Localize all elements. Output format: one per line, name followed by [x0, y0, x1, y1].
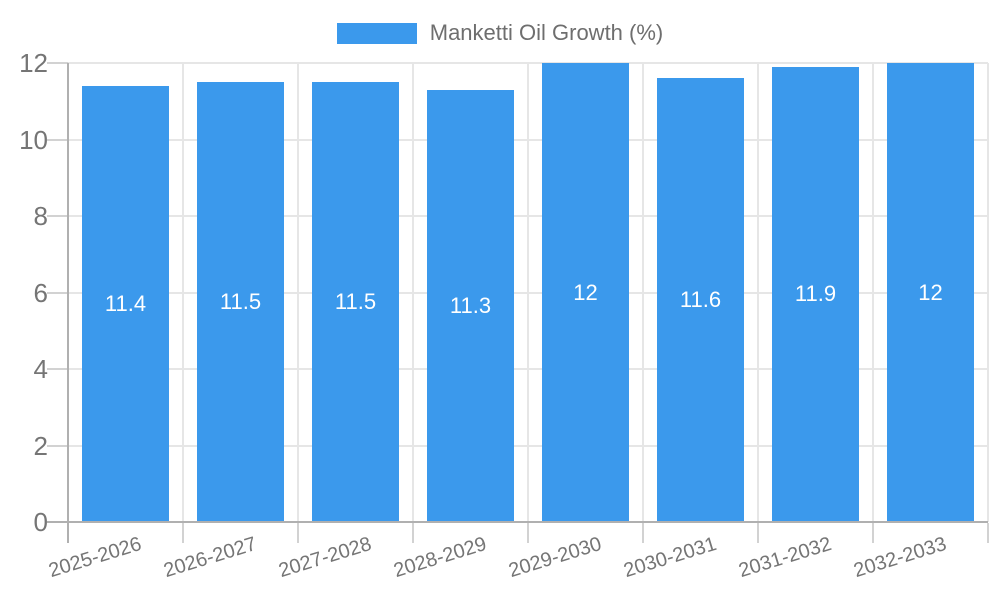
x-gridline	[987, 63, 989, 522]
y-axis-tick-label: 2	[33, 430, 48, 461]
x-axis-tick-label: 2027-2028	[276, 533, 374, 583]
x-axis-tick-label: 2031-2032	[736, 533, 834, 583]
y-axis-tick-label: 4	[33, 354, 48, 384]
y-axis-tick-label: 10	[19, 124, 48, 155]
y-axis-line	[67, 63, 69, 543]
y-axis-tick	[47, 291, 68, 294]
bar[interactable]: 11.5	[312, 82, 399, 522]
x-axis-tick-label: 2028-2029	[391, 533, 489, 583]
x-axis-tick-label: 2026-2027	[161, 533, 259, 583]
y-axis-tick	[47, 138, 68, 141]
x-axis-tick-label: 2029-2030	[506, 533, 604, 583]
y-axis-tick-label: 0	[33, 507, 48, 537]
x-axis-tick	[412, 523, 414, 543]
x-gridline	[642, 63, 644, 522]
x-axis-tick	[872, 523, 874, 543]
legend-item[interactable]: Manketti Oil Growth (%)	[336, 20, 664, 46]
bar[interactable]: 12	[887, 63, 974, 522]
x-gridline	[182, 63, 184, 522]
x-axis-line	[47, 521, 988, 523]
y-axis-tick	[47, 62, 68, 64]
bar-value-label: 12	[573, 279, 598, 305]
x-gridline	[527, 63, 529, 522]
x-axis-tick-label: 2030-2031	[621, 533, 719, 583]
x-axis-tick	[297, 523, 299, 543]
x-axis-tick-label: 2025-2026	[46, 533, 144, 583]
x-gridline	[297, 63, 299, 522]
x-axis-tick	[987, 523, 989, 543]
bar-value-label: 11.4	[104, 290, 147, 316]
legend-swatch-icon	[336, 22, 417, 44]
x-gridline	[757, 63, 759, 522]
bar-value-label: 11.9	[794, 281, 837, 307]
bar-value-label: 11.5	[219, 289, 262, 315]
x-axis-tick	[182, 523, 184, 543]
bar-value-label: 11.6	[679, 287, 722, 313]
legend-label: Manketti Oil Growth (%)	[429, 20, 664, 45]
bar[interactable]: 12	[542, 63, 629, 522]
x-axis-tick	[527, 523, 529, 543]
bar[interactable]: 11.6	[657, 78, 744, 522]
bar-value-label: 11.5	[334, 289, 377, 315]
x-gridline	[872, 63, 874, 522]
y-axis-tick-label: 6	[33, 277, 48, 308]
x-axis-tick-label: 2032-2033	[851, 533, 949, 583]
y-axis-tick-label: 8	[33, 201, 48, 231]
bar-value-label: 11.3	[449, 292, 492, 318]
x-axis-tick	[757, 523, 759, 543]
bar[interactable]: 11.4	[82, 85, 169, 522]
y-axis-tick-label: 12	[19, 48, 48, 78]
bar-value-label: 12	[918, 279, 943, 305]
x-axis-tick	[642, 523, 644, 543]
legend: Manketti Oil Growth (%)	[0, 20, 1000, 46]
x-gridline	[412, 63, 414, 522]
bar[interactable]: 11.5	[197, 82, 284, 522]
y-axis-tick	[47, 444, 68, 447]
bar[interactable]: 11.9	[772, 66, 859, 522]
y-axis-tick	[47, 215, 68, 217]
y-axis-tick	[47, 368, 68, 370]
bar[interactable]: 11.3	[427, 89, 514, 522]
